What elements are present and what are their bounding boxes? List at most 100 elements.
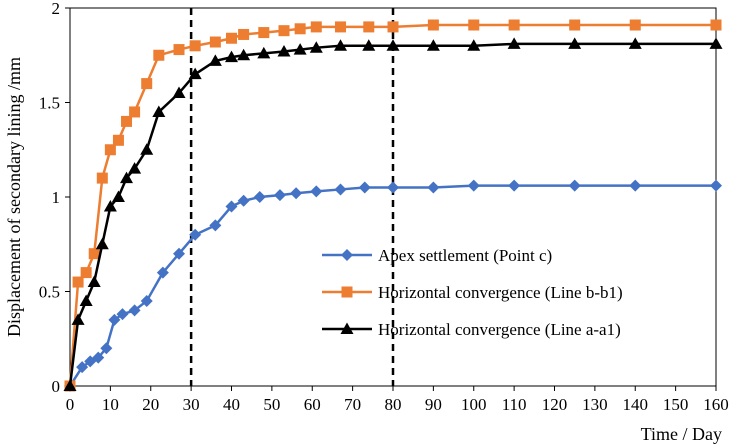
data-point-diamond	[76, 361, 89, 374]
data-point-square	[710, 19, 722, 31]
data-point-square	[104, 144, 116, 156]
data-point-square	[427, 19, 439, 31]
data-point-diamond	[290, 187, 303, 200]
x-tick-label: 0	[66, 395, 75, 414]
x-tick-label: 100	[461, 395, 487, 414]
data-point-triangle	[188, 67, 202, 80]
data-point-triangle	[334, 39, 348, 51]
data-point-diamond	[273, 189, 286, 202]
data-point-square	[88, 248, 100, 260]
x-tick-label: 150	[663, 395, 689, 414]
data-point-triangle	[208, 54, 222, 66]
data-point-square	[141, 78, 153, 90]
data-point-triangle	[140, 143, 154, 155]
x-tick-label: 80	[385, 395, 402, 414]
x-tick-label: 90	[425, 395, 442, 414]
data-point-square	[238, 28, 250, 40]
data-point-diamond	[334, 183, 347, 196]
data-point-square	[112, 134, 124, 146]
data-point-diamond	[387, 181, 399, 194]
data-point-square	[209, 36, 221, 48]
data-point-square	[129, 106, 141, 118]
data-point-square	[278, 25, 290, 37]
series-1	[64, 179, 722, 392]
data-point-triangle	[111, 190, 125, 202]
data-point-diamond	[427, 181, 440, 194]
data-point-diamond	[100, 342, 113, 355]
x-axis-label: Time / Day	[641, 424, 722, 444]
legend-item-1: Apex settlement (Point c)	[322, 246, 552, 265]
data-point-triangle	[237, 48, 251, 61]
x-tick-label: 140	[623, 395, 649, 414]
x-tick-label: 60	[304, 395, 321, 414]
y-tick-label: 2	[52, 0, 61, 18]
data-point-square	[294, 23, 306, 35]
data-point-triangle	[71, 313, 85, 325]
data-point-square	[80, 267, 92, 279]
x-tick-label: 20	[142, 395, 159, 414]
data-point-triangle	[362, 39, 376, 51]
data-point-diamond	[209, 219, 222, 232]
data-point-diamond	[358, 181, 371, 194]
data-point-diamond	[568, 179, 581, 192]
x-tick-label: 130	[582, 395, 608, 414]
data-point-triangle	[293, 43, 307, 55]
series-3	[63, 37, 723, 391]
x-tick-label: 10	[102, 395, 119, 414]
y-tick-label: 1	[52, 188, 61, 207]
data-point-diamond	[225, 200, 238, 213]
data-point-square	[629, 19, 641, 31]
legend-label: Apex settlement (Point c)	[378, 246, 552, 265]
x-tick-label: 30	[183, 395, 200, 414]
data-point-square	[173, 44, 185, 56]
data-point-triangle	[386, 39, 400, 51]
axes: 0 10 20 30 40 50 60 70 80 90 100 110 120 130 140 150 160…	[39, 0, 729, 414]
data-point-square	[96, 172, 108, 184]
data-point-triangle	[128, 162, 142, 174]
data-point-diamond	[140, 294, 153, 307]
series-2	[64, 19, 722, 392]
data-point-square	[468, 19, 480, 31]
data-point-triangle	[467, 39, 481, 51]
data-point-triangle	[277, 44, 291, 57]
legend-item-3: Horizontal convergence (Line a-a1)	[322, 320, 621, 339]
series-group	[63, 19, 723, 392]
data-point-square	[121, 115, 133, 127]
x-tick-label: 70	[344, 395, 361, 414]
y-tick-label: 0.5	[39, 283, 60, 302]
data-point-diamond	[128, 304, 141, 317]
data-point-diamond	[156, 266, 169, 279]
data-point-triangle	[628, 37, 642, 49]
data-point-diamond	[237, 194, 250, 207]
data-point-square	[341, 286, 353, 298]
data-point-diamond	[253, 191, 266, 203]
data-point-diamond	[341, 249, 353, 261]
data-point-triangle	[257, 46, 271, 59]
data-point-square	[363, 21, 375, 33]
data-point-square	[387, 21, 399, 33]
data-point-square	[258, 27, 270, 39]
data-point-square	[72, 276, 84, 288]
x-tick-label: 50	[263, 395, 280, 414]
data-point-diamond	[710, 179, 722, 192]
legend-label: Horizontal convergence (Line a-a1)	[378, 320, 621, 339]
x-tick-label: 120	[542, 395, 568, 414]
data-point-square	[153, 49, 165, 61]
data-point-triangle	[225, 50, 238, 63]
data-point-diamond	[467, 179, 480, 192]
data-point-diamond	[189, 228, 202, 241]
data-point-triangle	[152, 105, 166, 117]
data-point-square	[508, 19, 520, 31]
data-point-triangle	[507, 37, 521, 49]
data-point-diamond	[92, 351, 105, 364]
legend: Apex settlement (Point c) Horizontal conv…	[322, 246, 623, 339]
data-point-triangle	[79, 294, 93, 306]
legend-label: Horizontal convergence (Line b-b1)	[378, 283, 623, 302]
data-point-square	[569, 19, 581, 31]
data-point-triangle	[709, 37, 723, 49]
x-tick-label: 40	[223, 395, 240, 414]
data-point-triangle	[426, 39, 440, 51]
x-tick-label: 110	[502, 395, 527, 414]
data-point-triangle	[87, 275, 101, 288]
